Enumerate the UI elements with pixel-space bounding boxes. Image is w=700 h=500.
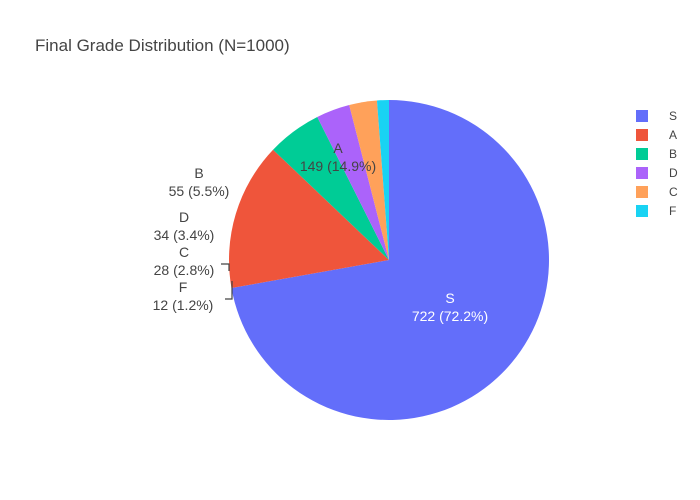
pie-slice-labels: S 722 (72.2%) A 149 (14.9%) B 55 (5.5%) D 34 (3… <box>153 140 488 324</box>
slice-label-value-s: 722 (72.2%) <box>412 308 488 324</box>
pie-slices <box>229 99 550 420</box>
pie-slice-s[interactable] <box>231 99 550 420</box>
legend-label-s: S <box>669 109 677 123</box>
legend-swatch-s <box>636 110 648 122</box>
legend-swatch-c <box>636 186 648 198</box>
legend-label-a: A <box>669 128 677 142</box>
slice-label-value-b: 55 (5.5%) <box>169 183 230 199</box>
legend-item-a[interactable]: A <box>636 128 677 142</box>
chart-title: Final Grade Distribution (N=1000) <box>35 36 290 55</box>
legend-swatch-f <box>636 205 648 217</box>
pie-slice-c[interactable] <box>349 100 389 260</box>
pie-slice-b[interactable] <box>273 116 389 261</box>
slice-label-value-f: 12 (1.2%) <box>153 297 214 313</box>
slice-label-d: D 34 (3.4%) <box>154 209 215 243</box>
slice-label-f: F 12 (1.2%) <box>153 279 214 313</box>
legend-label-b: B <box>669 147 677 161</box>
legend-label-c: C <box>669 185 678 199</box>
slice-label-b: B 55 (5.5%) <box>169 165 230 199</box>
slice-label-value-a: 149 (14.9%) <box>300 158 376 174</box>
legend-label-f: F <box>669 204 676 218</box>
legend-item-c[interactable]: C <box>636 185 678 199</box>
slice-label-name-d: D <box>179 209 189 225</box>
pie-slice-a[interactable] <box>229 149 389 288</box>
legend-item-d[interactable]: D <box>636 166 678 180</box>
slice-label-name-f: F <box>179 279 188 295</box>
slice-label-name-a: A <box>333 140 343 156</box>
slice-label-name-b: B <box>194 165 203 181</box>
slice-label-name-c: C <box>179 244 189 260</box>
legend-swatch-d <box>636 167 648 179</box>
legend-label-d: D <box>669 166 678 180</box>
leader-line-c <box>221 263 230 271</box>
slice-label-c: C 28 (2.8%) <box>154 244 215 278</box>
legend-item-b[interactable]: B <box>636 147 677 161</box>
slice-label-s: S 722 (72.2%) <box>412 290 488 324</box>
leader-line-f <box>225 281 233 300</box>
slice-label-value-c: 28 (2.8%) <box>154 262 215 278</box>
pie-slice-d[interactable] <box>317 105 389 260</box>
pie-slice-f[interactable] <box>376 99 389 260</box>
slice-label-name-s: S <box>445 290 454 306</box>
legend-item-s[interactable]: S <box>636 109 677 123</box>
pie-leader-lines <box>221 263 233 300</box>
slice-label-a: A 149 (14.9%) <box>300 140 376 174</box>
legend-swatch-b <box>636 148 648 160</box>
legend-swatch-a <box>636 129 648 141</box>
legend-item-f[interactable]: F <box>636 204 676 218</box>
slice-label-value-d: 34 (3.4%) <box>154 227 215 243</box>
